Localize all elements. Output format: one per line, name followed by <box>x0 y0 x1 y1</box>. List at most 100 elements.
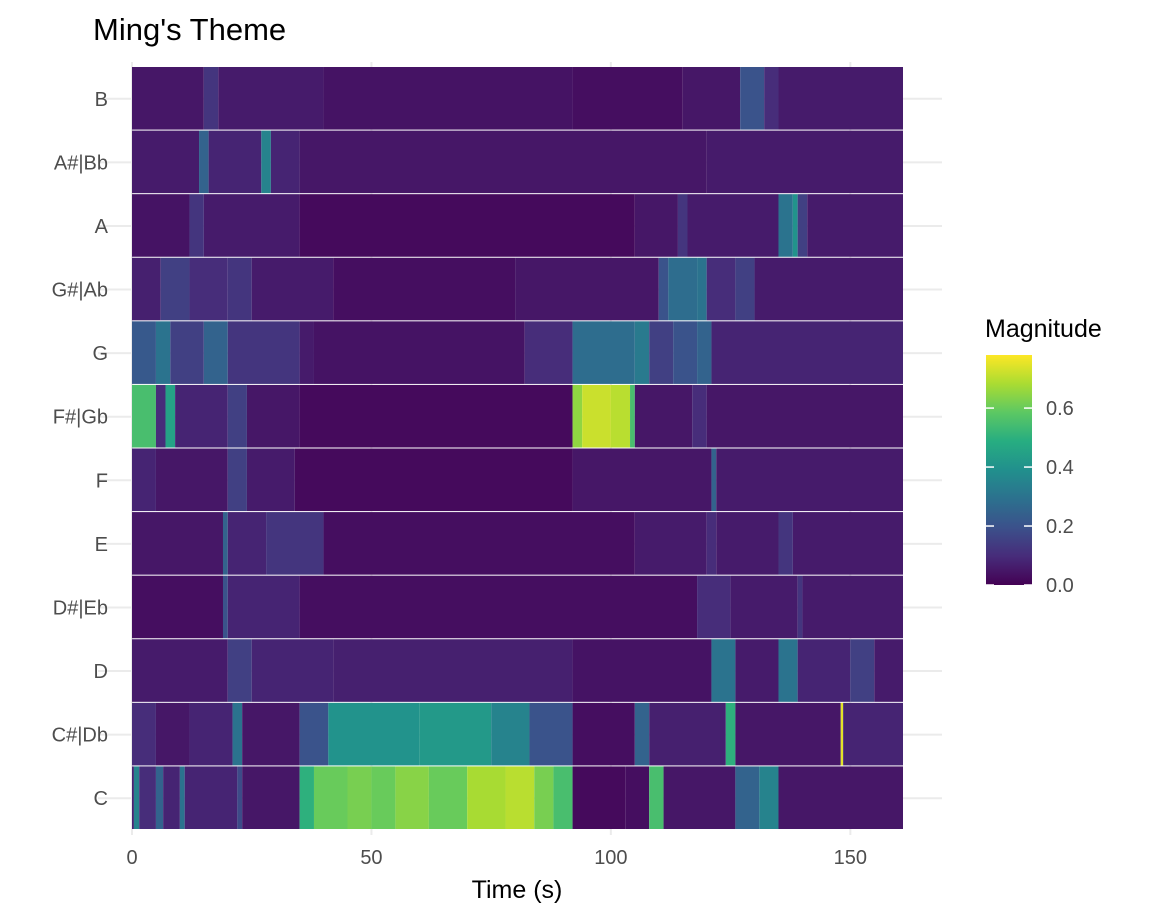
x-axis-tick-labels: 0 50 100 150 <box>126 847 867 869</box>
y-tick-label: F#|Gb <box>53 407 108 429</box>
heatmap-cell <box>266 512 324 575</box>
heatmap-cell <box>246 384 300 448</box>
heatmap-cell <box>754 257 903 321</box>
y-axis-tick-labels: C C#|Db D D#|Eb E F F#|Gb G G#|Ab A A#|Bb B <box>52 89 109 810</box>
heatmap-cell <box>697 257 707 321</box>
legend-tick-label: 0.6 <box>1046 398 1074 420</box>
heatmap-cell <box>132 512 223 575</box>
heatmap-cell <box>163 766 180 829</box>
heatmap-cell <box>697 321 712 384</box>
heatmap-cell <box>179 766 185 829</box>
heatmap-cell <box>371 766 396 829</box>
heatmap-cell <box>807 194 903 257</box>
heatmap-cell <box>634 384 693 448</box>
heatmap-cell <box>133 766 140 829</box>
y-tick-label: B <box>95 89 108 111</box>
heatmap-cell <box>227 512 267 575</box>
heatmap-cell <box>132 321 156 384</box>
legend: Magnitude 0.0 0.2 0.4 0.6 <box>985 315 1102 597</box>
heatmap-cell <box>419 702 492 766</box>
heatmap-cell <box>706 130 903 194</box>
heatmap-cell <box>797 639 851 702</box>
y-tick-label: C#|Db <box>52 725 108 747</box>
heatmap-cell <box>735 257 755 321</box>
heatmap-cell <box>778 512 793 575</box>
heatmap-cell <box>711 448 717 512</box>
heatmap-cell <box>677 194 688 257</box>
heatmap-cell <box>227 257 252 321</box>
heatmap-cell <box>155 384 166 448</box>
heatmap-cell <box>395 766 429 829</box>
heatmap-cell <box>132 448 156 512</box>
heatmap-cell <box>792 194 798 257</box>
heatmap-cell <box>730 575 798 639</box>
heatmap-cell <box>132 130 200 194</box>
heatmap-cell <box>155 321 171 384</box>
heatmap-cell <box>251 257 334 321</box>
heatmap-cell <box>299 575 698 639</box>
legend-title: Magnitude <box>985 315 1102 343</box>
heatmap-cell <box>673 321 698 384</box>
heatmap-cell <box>467 766 506 829</box>
heatmap-cell <box>203 67 219 130</box>
heatmap-cell <box>735 639 779 702</box>
heatmap-cell <box>792 512 903 575</box>
heatmap-cell <box>155 702 190 766</box>
heatmap-cell <box>299 130 707 194</box>
heatmap-cell <box>160 257 190 321</box>
heatmap-cell <box>328 702 420 766</box>
x-axis-title: Time (s) <box>472 876 563 904</box>
heatmap-cell <box>735 702 841 766</box>
heatmap-cell <box>227 575 300 639</box>
legend-tick-label: 0.0 <box>1046 575 1074 597</box>
heatmap-cell <box>313 766 348 829</box>
heatmap-cell <box>203 321 228 384</box>
heatmap-cell <box>299 194 635 257</box>
heatmap-cell <box>203 194 300 257</box>
heatmap-cell <box>572 766 626 829</box>
y-tick-label: G#|Ab <box>52 280 108 302</box>
heatmap-cell <box>797 575 803 639</box>
heatmap-cell <box>630 384 635 448</box>
heatmap-cell <box>634 702 650 766</box>
heatmap-cell <box>232 702 243 766</box>
heatmap-cell <box>706 257 736 321</box>
heatmap-cell <box>735 766 760 829</box>
heatmap-cell <box>850 639 875 702</box>
heatmap-cell <box>165 384 176 448</box>
heatmap-cell <box>323 512 635 575</box>
heatmap-cell <box>505 766 535 829</box>
heatmap-cell <box>610 384 631 448</box>
y-tick-label: G <box>92 343 108 365</box>
heatmap-cell <box>323 67 573 130</box>
heatmap-cell <box>132 639 228 702</box>
heatmap-cell <box>697 575 731 639</box>
heatmap-cell <box>534 766 554 829</box>
heatmap-cell <box>572 639 712 702</box>
heatmap-cell <box>649 321 674 384</box>
heatmap-cell <box>649 766 664 829</box>
heatmap-cell <box>668 257 698 321</box>
x-tick-label: 100 <box>594 847 627 869</box>
heatmap-cell <box>218 67 324 130</box>
heatmap-cell <box>132 384 156 448</box>
heatmap-cell <box>227 448 247 512</box>
heatmap-cell <box>582 384 611 448</box>
heatmap-cell <box>227 384 247 448</box>
heatmap-cell <box>237 766 243 829</box>
heatmap-cell <box>242 702 300 766</box>
heatmap-cell <box>874 639 903 702</box>
heatmap-cell <box>428 766 468 829</box>
heatmap-cell <box>634 194 678 257</box>
heatmap-cell <box>553 766 573 829</box>
heatmap-cell <box>840 702 844 766</box>
heatmap-cell <box>222 575 228 639</box>
x-tick-label: 150 <box>834 847 867 869</box>
heatmap-cell <box>658 257 669 321</box>
heatmap-cell <box>313 321 525 384</box>
heatmap-cell <box>797 194 808 257</box>
heatmap-cell <box>170 321 204 384</box>
y-tick-label: F <box>96 470 108 492</box>
heatmap-cell <box>572 384 583 448</box>
